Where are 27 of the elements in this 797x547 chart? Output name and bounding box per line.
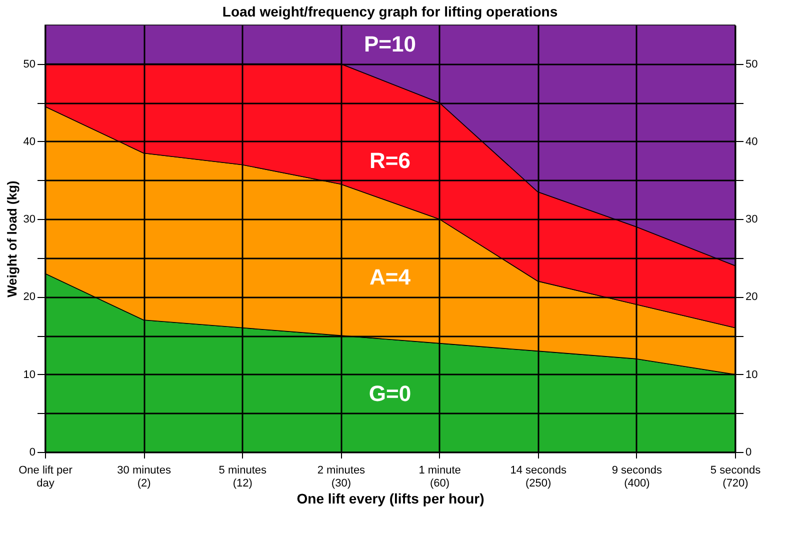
series-label: G=0 xyxy=(368,380,412,406)
x-tick-label: 9 seconds (400) xyxy=(612,464,662,490)
y-axis-title: Weight of load (kg) xyxy=(4,180,20,298)
y-tick-label: 0 xyxy=(29,446,36,458)
x-tick-label: One lift per day xyxy=(18,464,73,490)
y-tick-label: 10 xyxy=(23,368,36,381)
y2-tick-label: 50 xyxy=(746,58,758,70)
y2-tick-label: 20 xyxy=(746,291,758,304)
y2-tick-label: 40 xyxy=(746,136,758,148)
y2-tick-label: 30 xyxy=(746,214,758,226)
x-tick-label: 1 minute (60) xyxy=(418,464,461,490)
x-tick-label: 30 minutes (2) xyxy=(117,464,172,490)
y-tick-label: 30 xyxy=(23,214,36,226)
x-tick-label: 14 seconds (250) xyxy=(510,464,567,490)
x-tick-label: 5 seconds (720) xyxy=(710,464,762,490)
x-axis-title: One lift every (lifts per hour) xyxy=(296,490,484,506)
chart-title: Load weight/frequency graph for lifting operations xyxy=(222,3,558,20)
x-tick-label: 5 minutes (12) xyxy=(218,464,267,490)
y-tick-label: 50 xyxy=(23,58,36,70)
x-tick-label: 2 minutes (30) xyxy=(317,464,366,490)
series-label: P=10 xyxy=(364,31,416,56)
series-label: R=6 xyxy=(370,148,410,173)
y2-tick-label: 0 xyxy=(746,446,752,458)
y-tick-label: 20 xyxy=(23,291,36,304)
series-label: A=4 xyxy=(370,264,412,290)
y2-tick-label: 10 xyxy=(746,368,758,381)
y-tick-label: 40 xyxy=(23,136,36,148)
